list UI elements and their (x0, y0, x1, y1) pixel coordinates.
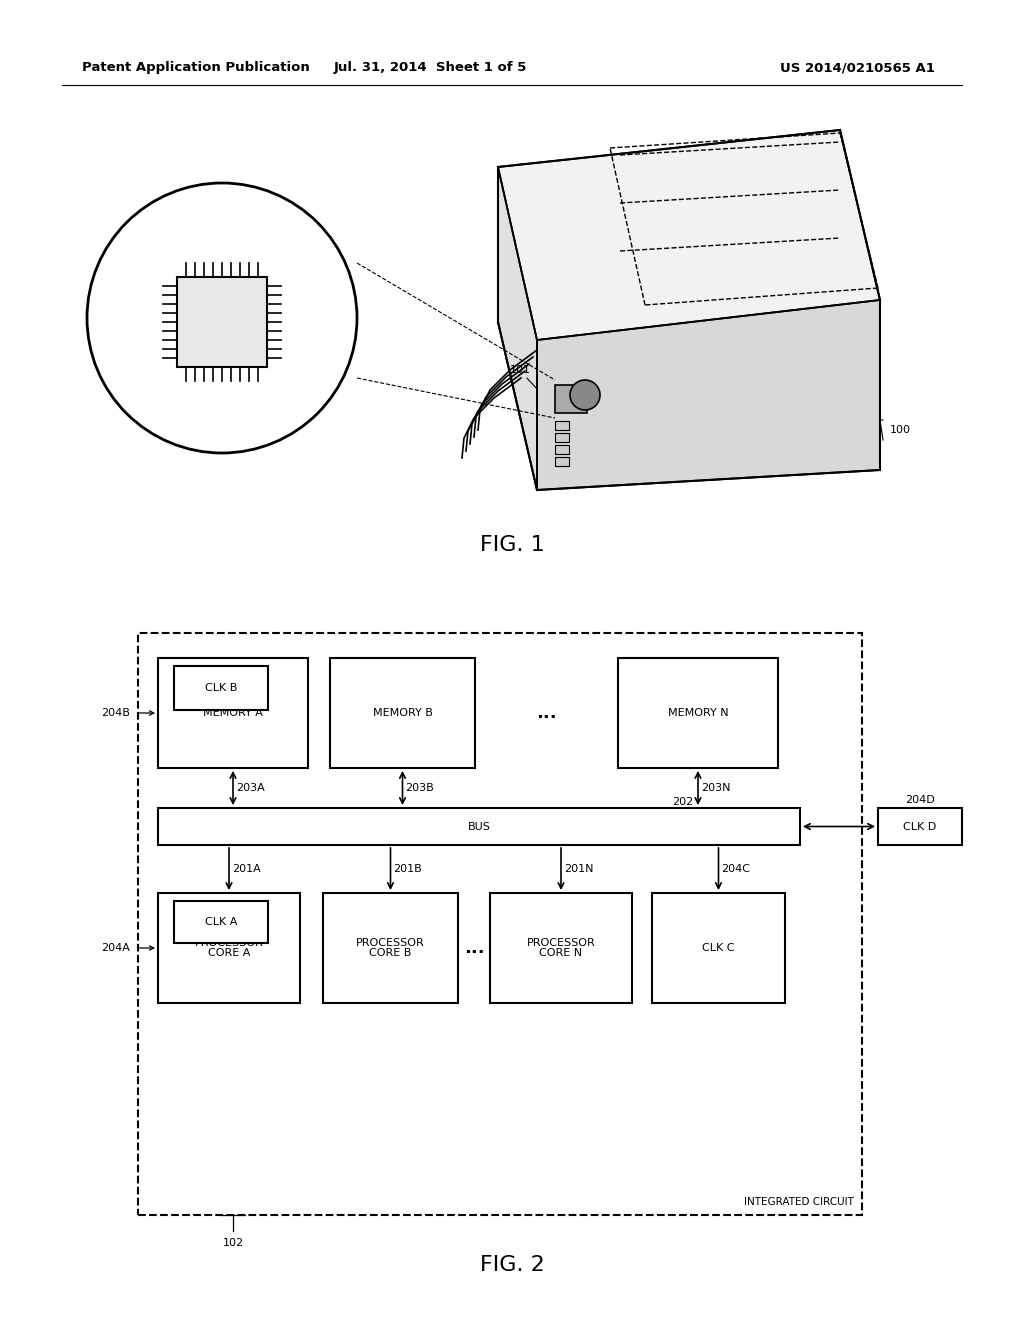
Text: 201A: 201A (232, 865, 261, 874)
Text: CLK A: CLK A (205, 917, 238, 927)
Bar (618, 657, 778, 768)
Circle shape (570, 380, 600, 411)
Bar (158, 657, 308, 768)
Text: PROCESSOR: PROCESSOR (356, 939, 425, 948)
Text: INTEGRATED CIRCUIT: INTEGRATED CIRCUIT (744, 1197, 854, 1206)
Text: 204A: 204A (101, 942, 130, 953)
Text: 204C: 204C (722, 865, 751, 874)
Text: 203N: 203N (701, 783, 730, 793)
Text: 201N: 201N (564, 865, 594, 874)
Bar (177, 277, 267, 367)
Text: PROCESSOR: PROCESSOR (195, 939, 263, 948)
Text: US 2014/0210565 A1: US 2014/0210565 A1 (780, 62, 935, 74)
Bar (490, 894, 632, 1003)
Text: 201B: 201B (393, 865, 422, 874)
Text: ...: ... (537, 704, 557, 722)
Text: MEMORY A: MEMORY A (203, 708, 263, 718)
Bar (158, 894, 300, 1003)
Bar (555, 457, 569, 466)
Text: 204D: 204D (905, 795, 935, 805)
Text: 102: 102 (222, 1238, 244, 1247)
Text: PROCESSOR: PROCESSOR (526, 939, 595, 948)
Bar (555, 445, 569, 454)
Bar (330, 657, 475, 768)
Polygon shape (498, 129, 880, 341)
Polygon shape (498, 168, 537, 490)
Bar (555, 433, 569, 442)
Bar (323, 894, 458, 1003)
Circle shape (87, 183, 357, 453)
Bar (174, 667, 268, 710)
Text: MEMORY N: MEMORY N (668, 708, 728, 718)
Text: FIG. 2: FIG. 2 (479, 1255, 545, 1275)
Text: BUS: BUS (468, 821, 490, 832)
Text: Jul. 31, 2014  Sheet 1 of 5: Jul. 31, 2014 Sheet 1 of 5 (334, 62, 526, 74)
Text: 203A: 203A (236, 783, 265, 793)
Bar (174, 902, 268, 942)
Text: 203B: 203B (406, 783, 434, 793)
Text: CLK C: CLK C (702, 942, 735, 953)
Bar (555, 385, 587, 413)
Text: CORE N: CORE N (540, 948, 583, 958)
Text: CLK D: CLK D (903, 821, 937, 832)
Text: CORE B: CORE B (370, 948, 412, 958)
Text: CORE A: CORE A (208, 948, 250, 958)
Bar (878, 808, 962, 845)
Bar (138, 634, 862, 1214)
Text: FIG. 1: FIG. 1 (479, 535, 545, 554)
Text: 100: 100 (890, 425, 911, 436)
Polygon shape (537, 300, 880, 490)
Bar (652, 894, 785, 1003)
Bar (555, 421, 569, 430)
Bar (158, 808, 800, 845)
Text: 202: 202 (673, 797, 693, 807)
Text: CLK B: CLK B (205, 682, 238, 693)
Text: 101: 101 (510, 366, 531, 375)
Text: 102: 102 (237, 193, 258, 203)
Text: MEMORY B: MEMORY B (373, 708, 432, 718)
Text: ...: ... (464, 939, 484, 957)
Text: Patent Application Publication: Patent Application Publication (82, 62, 309, 74)
Text: 204B: 204B (101, 708, 130, 718)
